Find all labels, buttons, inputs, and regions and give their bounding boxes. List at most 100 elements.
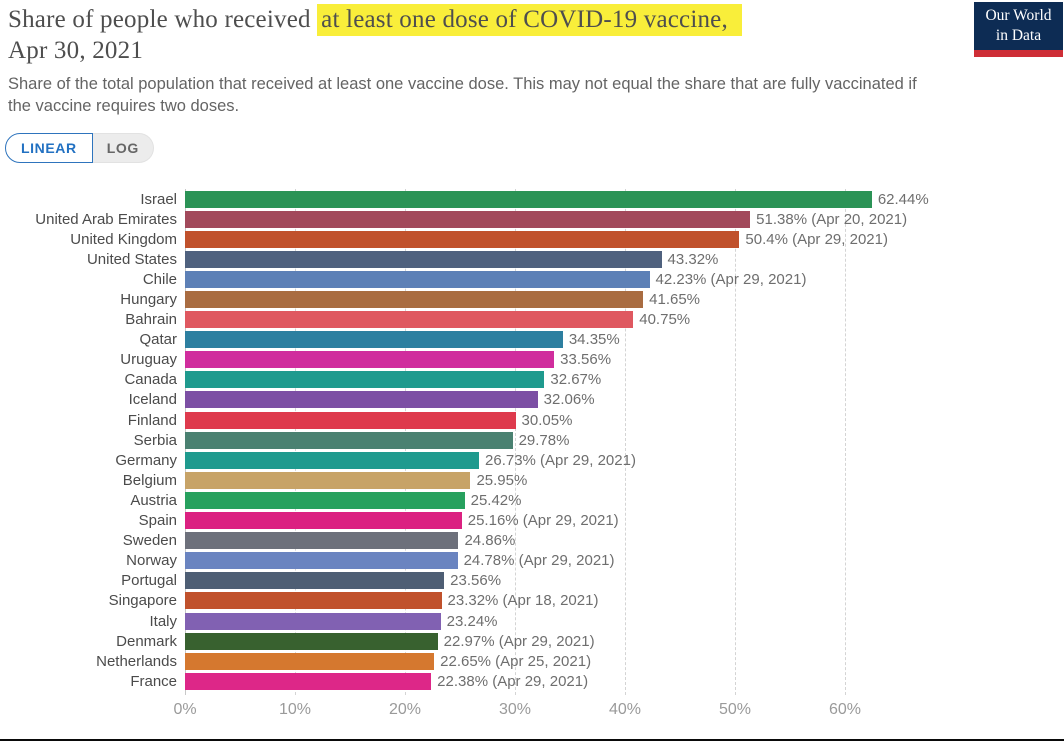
chart-row: Canada 32.67% xyxy=(0,370,1064,390)
country-label[interactable]: Portugal xyxy=(121,572,177,590)
bar[interactable] xyxy=(185,672,432,690)
bar-zone: 23.56% xyxy=(185,572,501,590)
bar[interactable] xyxy=(185,391,538,409)
chart-row: Portugal 23.56% xyxy=(0,571,1064,591)
bar[interactable] xyxy=(185,652,435,670)
bar[interactable] xyxy=(185,451,480,469)
bar[interactable] xyxy=(185,230,740,248)
country-label[interactable]: Singapore xyxy=(108,592,177,610)
bar-value-label: 43.32% xyxy=(667,250,719,268)
bar[interactable] xyxy=(185,491,465,509)
country-label[interactable]: France xyxy=(130,672,177,690)
log-scale-button[interactable]: LOG xyxy=(92,133,154,163)
country-label[interactable]: Germany xyxy=(115,451,177,469)
chart-row: Austria 25.42% xyxy=(0,490,1064,510)
chart-row: Uruguay 33.56% xyxy=(0,350,1064,370)
country-label[interactable]: Italy xyxy=(149,612,177,630)
bar-value-label: 40.75% xyxy=(639,311,691,329)
bar[interactable] xyxy=(185,291,644,309)
bar-zone: 51.38% (Apr 20, 2021) xyxy=(185,210,907,228)
bar-zone: 34.35% xyxy=(185,331,620,349)
country-label[interactable]: Denmark xyxy=(116,632,177,650)
chart-row: Denmark 22.97% (Apr 29, 2021) xyxy=(0,631,1064,651)
bar[interactable] xyxy=(185,431,513,449)
country-label[interactable]: Chile xyxy=(142,270,177,288)
x-axis-tick-label: 30% xyxy=(498,701,532,718)
bar-zone: 62.44% xyxy=(185,190,929,208)
country-label[interactable]: Canada xyxy=(124,371,177,389)
bar[interactable] xyxy=(185,632,438,650)
bar-zone: 25.42% xyxy=(185,491,521,509)
bar-value-label: 23.24% xyxy=(446,612,498,630)
country-label[interactable]: United Arab Emirates xyxy=(35,210,177,228)
bar-value-label: 32.06% xyxy=(543,391,595,409)
bar-value-label: 34.35% xyxy=(568,331,620,349)
owid-logo[interactable]: Our World in Data xyxy=(974,2,1063,57)
linear-scale-button[interactable]: LINEAR xyxy=(5,133,93,163)
gridline xyxy=(625,189,626,695)
bar-value-label: 22.65% (Apr 25, 2021) xyxy=(440,652,592,670)
chart-row: France 22.38% (Apr 29, 2021) xyxy=(0,671,1064,691)
bar-value-label: 24.78% (Apr 29, 2021) xyxy=(463,552,615,570)
bar-value-label: 42.23% (Apr 29, 2021) xyxy=(655,270,807,288)
bar-zone: 22.65% (Apr 25, 2021) xyxy=(185,652,592,670)
country-label[interactable]: Iceland xyxy=(128,391,177,409)
country-label[interactable]: Bahrain xyxy=(125,311,177,329)
country-label[interactable]: United Kingdom xyxy=(70,230,177,248)
bar-zone: 33.56% xyxy=(185,351,611,369)
bar-zone: 29.78% xyxy=(185,431,569,449)
bar-value-label: 62.44% xyxy=(877,190,929,208)
bar[interactable] xyxy=(185,331,563,349)
country-label[interactable]: Hungary xyxy=(120,291,177,309)
bar-value-label: 30.05% xyxy=(521,411,573,429)
chart-row: Netherlands 22.65% (Apr 25, 2021) xyxy=(0,651,1064,671)
country-label[interactable]: Finland xyxy=(127,411,177,429)
bar[interactable] xyxy=(185,592,442,610)
chart-row: Germany 26.73% (Apr 29, 2021) xyxy=(0,450,1064,470)
bar[interactable] xyxy=(185,351,555,369)
country-label[interactable]: United States xyxy=(86,250,177,268)
country-label[interactable]: Austria xyxy=(130,491,177,509)
bar-value-label: 24.86% xyxy=(464,532,516,550)
bar[interactable] xyxy=(185,572,445,590)
gridline xyxy=(515,189,516,695)
bar-value-label: 32.67% xyxy=(550,371,602,389)
bar[interactable] xyxy=(185,552,458,570)
bar-zone: 40.75% xyxy=(185,311,691,329)
chart-row: Italy 23.24% xyxy=(0,611,1064,631)
bar-zone: 23.32% (Apr 18, 2021) xyxy=(185,592,598,610)
bar-zone: 30.05% xyxy=(185,411,573,429)
country-label[interactable]: Netherlands xyxy=(96,652,177,670)
bar[interactable] xyxy=(185,512,462,530)
chart-row: Bahrain 40.75% xyxy=(0,310,1064,330)
bar[interactable] xyxy=(185,250,662,268)
country-label[interactable]: Israel xyxy=(140,190,177,208)
x-axis-tick-label: 40% xyxy=(608,701,642,718)
country-label[interactable]: Uruguay xyxy=(120,351,177,369)
bar[interactable] xyxy=(185,411,516,429)
bar[interactable] xyxy=(185,371,545,389)
country-label[interactable]: Spain xyxy=(138,512,177,530)
x-axis-tick-label: 50% xyxy=(718,701,752,718)
country-label[interactable]: Sweden xyxy=(122,532,177,550)
bar[interactable] xyxy=(185,210,751,228)
bar[interactable] xyxy=(185,532,459,550)
country-label[interactable]: Belgium xyxy=(122,471,177,489)
bar[interactable] xyxy=(185,311,634,329)
country-label[interactable]: Norway xyxy=(126,552,177,570)
bar-zone: 43.32% xyxy=(185,250,719,268)
bar[interactable] xyxy=(185,471,471,489)
country-label[interactable]: Qatar xyxy=(139,331,177,349)
chart-row: United Arab Emirates 51.38% (Apr 20, 2021… xyxy=(0,209,1064,229)
chart-row: Finland 30.05% xyxy=(0,410,1064,430)
bar-value-label: 25.95% xyxy=(476,471,528,489)
country-label[interactable]: Serbia xyxy=(133,431,177,449)
bar[interactable] xyxy=(185,270,650,288)
frame-bottom-border xyxy=(0,739,1064,741)
gridline xyxy=(735,189,736,695)
bar[interactable] xyxy=(185,190,872,208)
bar[interactable] xyxy=(185,612,441,630)
bar-zone: 22.97% (Apr 29, 2021) xyxy=(185,632,595,650)
